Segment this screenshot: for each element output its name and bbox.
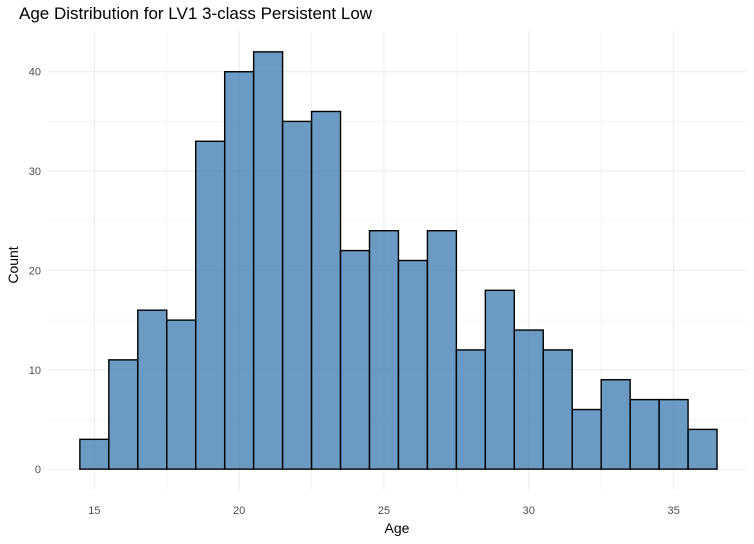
chart-title: Age Distribution for LV1 3-class Persist… [19, 4, 373, 23]
histogram-bar-age-23 [310, 110, 342, 470]
histogram-bar-age-29 [484, 289, 515, 470]
y-tick-label: 20 [29, 265, 41, 277]
y-tick-label: 30 [29, 166, 41, 178]
histogram-bar-age-30 [513, 329, 544, 470]
x-tick-label: 30 [523, 505, 535, 517]
x-axis-title: Age [385, 520, 410, 536]
y-tick-label: 0 [35, 464, 41, 476]
histogram-bar-age-32 [571, 408, 602, 470]
histogram-bar-age-26 [397, 259, 429, 470]
y-axis-tick-labels: 0 10 20 30 40 [29, 67, 41, 476]
histogram-bar-age-16 [108, 359, 139, 470]
x-tick-label: 20 [233, 505, 245, 517]
histogram-bar-age-34 [629, 398, 660, 470]
histogram-bar-age-35 [658, 398, 689, 470]
histogram-bar-age-28 [455, 349, 487, 470]
y-axis-title: Count [5, 246, 21, 283]
y-tick-label: 40 [29, 67, 41, 79]
histogram-bar-age-27 [426, 229, 458, 470]
histogram-bar-age-25 [368, 229, 400, 470]
x-tick-label: 25 [378, 505, 390, 517]
histogram-bar-age-22 [281, 120, 313, 470]
histogram-bars [79, 51, 718, 470]
histogram-bar-age-33 [600, 379, 631, 470]
histogram-bar-age-18 [166, 319, 197, 470]
histogram-bar-age-36 [687, 428, 718, 470]
y-tick-label: 10 [29, 365, 41, 377]
histogram-bar-age-20 [223, 71, 255, 470]
histogram-bar-age-15 [79, 438, 110, 470]
histogram-bar-age-24 [339, 249, 371, 470]
x-axis-tick-labels: 15 20 25 30 35 [88, 505, 680, 517]
histogram-bar-age-19 [195, 140, 226, 470]
x-tick-label: 35 [667, 505, 679, 517]
histogram-bar-age-17 [137, 309, 168, 470]
histogram-bar-age-31 [542, 349, 573, 470]
x-tick-label: 15 [88, 505, 100, 517]
histogram-bar-age-21 [252, 51, 284, 470]
